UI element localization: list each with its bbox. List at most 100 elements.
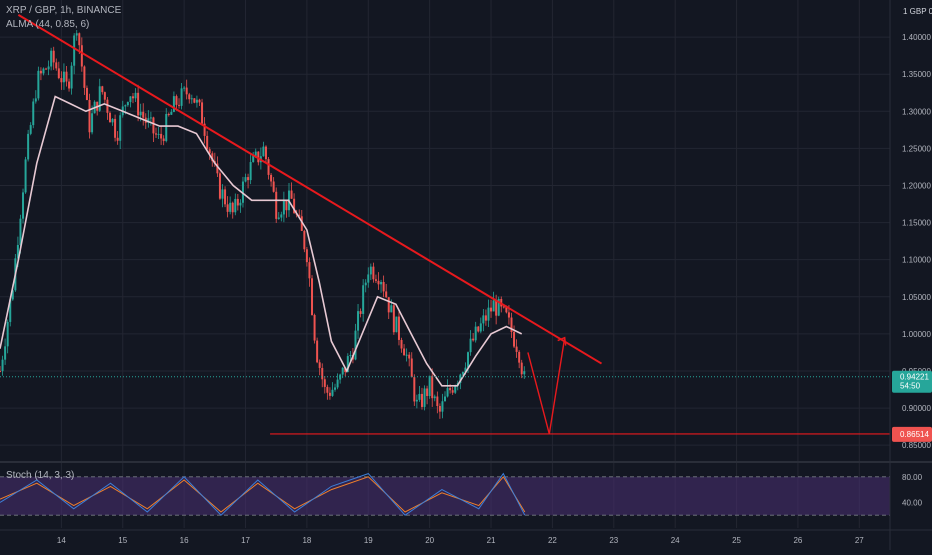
candle-body (229, 202, 232, 212)
price-tick-label: 1.20000 (902, 181, 931, 190)
candle-body (193, 98, 196, 103)
candle-body (482, 315, 485, 324)
candle-body (418, 393, 421, 400)
candle-body (479, 323, 482, 332)
candle-body (147, 118, 150, 123)
stoch-legend[interactable]: Stoch (14, 3, 3) (6, 470, 75, 481)
candle-body (98, 86, 101, 111)
candle-body (170, 111, 173, 115)
candle-body (305, 249, 308, 263)
price-tick-label: 1.10000 (902, 256, 931, 265)
candle-body (484, 315, 487, 321)
candle-body (438, 406, 441, 412)
candle-body (244, 177, 247, 182)
candle-body (467, 352, 470, 368)
stoch-tick-label: 80.00 (902, 473, 923, 482)
symbol-legend[interactable]: XRP / GBP, 1h, BINANCE (6, 5, 122, 16)
candle-body (413, 377, 416, 402)
candle-countdown: 54:50 (900, 382, 921, 391)
candle-body (175, 96, 178, 105)
price-tick-label: 1.40000 (902, 33, 931, 42)
stoch-pane[interactable] (0, 472, 890, 516)
candle-body (374, 279, 377, 281)
price-tick-label: 0.85000 (902, 441, 931, 450)
candle-body (433, 396, 436, 399)
time-tick-label: 22 (548, 536, 557, 545)
grid-lines (0, 0, 890, 528)
candles (0, 30, 526, 419)
candle-body (487, 307, 490, 321)
price-tick-label: 1.25000 (902, 144, 931, 153)
candle-body (367, 274, 370, 283)
candle-body (420, 393, 423, 407)
candle-body (349, 354, 352, 357)
candle-body (6, 321, 9, 347)
candle-body (254, 151, 257, 156)
time-tick-label: 25 (732, 536, 741, 545)
candle-body (180, 88, 183, 106)
candle-body (24, 159, 27, 193)
candle-body (321, 367, 324, 380)
candle-body (224, 189, 227, 205)
candle-body (32, 101, 35, 126)
candle-body (75, 33, 78, 36)
candle-body (382, 281, 385, 292)
price-tick-label: 1.15000 (902, 219, 931, 228)
candle-body (520, 362, 523, 375)
candle-body (426, 388, 429, 397)
candle-body (428, 375, 431, 397)
candle-body (290, 190, 293, 199)
trendline[interactable] (17, 13, 603, 365)
price-tick-label: 1.00000 (902, 330, 931, 339)
candle-body (198, 99, 201, 103)
candle-body (436, 396, 439, 407)
candle-body (108, 112, 111, 123)
candle-body (131, 96, 134, 99)
candle-body (336, 379, 339, 388)
candle-body (364, 282, 367, 286)
alma-legend[interactable]: ALMA (44, 0.85, 6) (6, 19, 90, 30)
projection-path[interactable] (527, 337, 566, 435)
candle-body (346, 356, 349, 373)
candle-body (408, 354, 411, 359)
candle-body (328, 392, 331, 396)
candle-body (103, 92, 106, 100)
candle-body (474, 326, 477, 341)
time-axis[interactable]: 14 15 16 17 18 19 20 21 22 23 24 25 26 27 (57, 536, 864, 545)
candle-body (162, 138, 165, 142)
candle-body (231, 202, 234, 213)
price-pane[interactable] (0, 13, 890, 435)
candle-body (134, 92, 137, 99)
candle-body (280, 214, 283, 218)
candle-body (313, 314, 316, 341)
candle-body (29, 125, 32, 134)
candle-body (172, 96, 175, 112)
candle-body (155, 133, 158, 135)
candle-body (392, 305, 395, 333)
candle-body (68, 81, 71, 89)
alma-line (0, 95, 523, 387)
candle-body (167, 113, 170, 115)
candle-body (405, 354, 408, 356)
candle-body (513, 332, 516, 347)
time-tick-label: 17 (241, 536, 250, 545)
candle-body (262, 146, 265, 157)
candle-body (403, 348, 406, 356)
candle-body (149, 117, 152, 119)
candle-body (137, 92, 140, 116)
time-tick-label: 14 (57, 536, 66, 545)
price-tick-label: 1.35000 (902, 70, 931, 79)
stoch-tick-label: 40.00 (902, 498, 923, 507)
candle-body (469, 338, 472, 353)
candle-body (183, 87, 186, 89)
candle-body (188, 94, 191, 100)
candle-body (106, 99, 109, 113)
candle-body (472, 338, 475, 341)
candle-body (490, 307, 493, 312)
stoch-axis[interactable]: 80.00 40.00 (902, 473, 923, 508)
candle-body (83, 66, 86, 88)
candle-body (73, 35, 76, 66)
candle-body (124, 105, 127, 107)
